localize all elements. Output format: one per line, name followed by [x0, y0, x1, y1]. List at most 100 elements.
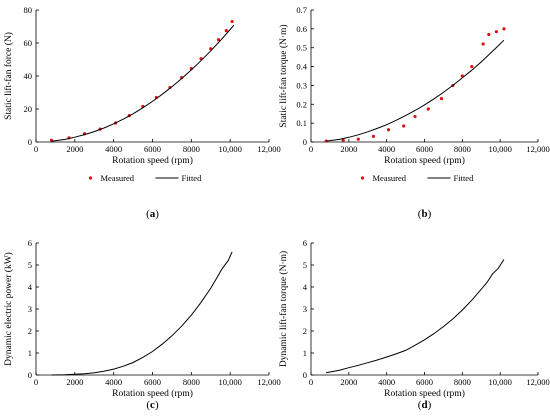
data-point — [386, 128, 391, 132]
chart-panel-1: 0 2000 4000 6000 8000 10,000 12,000 0 20 40 60 80 Ro… — [3, 5, 281, 220]
y-tick-label: 0.5 — [296, 43, 307, 53]
panel-label-open: ( — [418, 208, 422, 220]
x-tick-label: 4000 — [105, 377, 122, 387]
y-tick-label: 6 — [303, 238, 307, 248]
x-tick-label: 2000 — [340, 144, 357, 154]
x-tick-label: 10,000 — [488, 377, 511, 387]
y-tick-label: 0.1 — [296, 118, 307, 128]
panel-label-close: ) — [155, 208, 159, 220]
y-tick-label: 5 — [28, 260, 32, 270]
y-tick-label: 2 — [28, 326, 32, 336]
series-line — [51, 24, 235, 142]
x-tick-label: 8000 — [454, 377, 471, 387]
chart-panel-2: 0 2000 4000 6000 8000 10,000 12,000 0 0.1 0.2 0.3 0… — [278, 5, 550, 220]
y-tick-label: 1 — [28, 348, 32, 358]
y-tick-label: 0 — [28, 137, 32, 147]
y-axis-label: Dynamic electric power (kW) — [3, 252, 14, 366]
x-tick-label: 8000 — [183, 377, 200, 387]
panel-label: (d) — [418, 399, 432, 411]
panel-label-open: ( — [146, 399, 150, 411]
x-axis-label: Rotation speed (rpm) — [384, 155, 465, 166]
y-tick-label: 40 — [24, 71, 33, 81]
data-point — [426, 107, 430, 111]
data-point — [371, 134, 376, 138]
x-tick-label: 0 — [34, 144, 38, 154]
x-tick-label: 4000 — [378, 377, 395, 387]
x-tick-label: 6000 — [416, 377, 433, 387]
x-tick-label: 0 — [34, 377, 38, 387]
x-axis-label: Rotation speed (rpm) — [112, 388, 193, 399]
x-tick-label: 12,000 — [526, 144, 549, 154]
x-axis-label: Rotation speed (rpm) — [384, 388, 465, 399]
y-tick-label: 60 — [24, 38, 33, 48]
y-tick-label: 0.6 — [296, 24, 307, 34]
x-tick-label: 12,000 — [257, 144, 280, 154]
legend-label-fitted: Fitted — [454, 173, 475, 183]
data-point — [439, 97, 444, 101]
y-tick-label: 0 — [28, 370, 32, 380]
y-tick-label: 20 — [24, 104, 33, 114]
panel-label-close: ) — [428, 208, 432, 220]
data-point — [413, 114, 417, 119]
data-point — [402, 124, 406, 128]
x-tick-label: 10,000 — [488, 144, 511, 154]
x-tick-label: 10,000 — [218, 377, 241, 387]
panel-label: (c) — [146, 399, 159, 411]
data-point — [356, 137, 360, 141]
y-tick-label: 2 — [303, 326, 307, 336]
data-point — [494, 30, 498, 34]
data-point — [502, 27, 506, 31]
chart-panel-3: 0 2000 4000 6000 8000 10,000 12,000 0 1 2 3 4 5 6 Rota… — [3, 238, 281, 411]
chart-panel-4: 0 2000 4000 6000 8000 10,000 12,000 0 1 2 3 4 5 6 Rota… — [278, 238, 550, 411]
panel-label-letter: d — [421, 399, 427, 411]
series-line — [326, 39, 505, 142]
legend-label-measured: Measured — [101, 173, 135, 183]
x-tick-label: 12,000 — [257, 377, 280, 387]
legend-label-measured: Measured — [373, 173, 407, 183]
x-tick-label: 2000 — [66, 377, 83, 387]
series-line — [326, 259, 505, 374]
x-tick-label: 0 — [309, 144, 313, 154]
x-tick-label: 6000 — [144, 377, 161, 387]
x-tick-label: 4000 — [378, 144, 395, 154]
x-tick-label: 6000 — [144, 144, 161, 154]
y-tick-label: 6 — [28, 238, 32, 248]
y-axis-label: Static lift-fan torque (N·m) — [278, 24, 289, 127]
x-tick-label: 10,000 — [218, 144, 241, 154]
panel-label: (b) — [418, 208, 432, 220]
y-tick-label: 0 — [303, 370, 307, 380]
panel-label-close: ) — [428, 399, 432, 411]
data-point — [487, 32, 491, 37]
legend: Measured Fitted — [88, 173, 202, 183]
x-tick-label: 4000 — [105, 144, 122, 154]
x-axis-label: Rotation speed (rpm) — [112, 155, 193, 166]
x-tick-label: 0 — [309, 377, 313, 387]
x-tick-label: 2000 — [340, 377, 357, 387]
y-tick-label: 0.7 — [296, 5, 307, 15]
y-tick-label: 3 — [303, 304, 307, 314]
panel-label-close: ) — [155, 399, 159, 411]
panel-label-letter: b — [421, 208, 427, 220]
y-tick-label: 1 — [303, 348, 307, 358]
legend: Measured Fitted — [360, 173, 475, 183]
y-tick-label: 3 — [28, 304, 32, 314]
data-point — [230, 19, 234, 24]
y-axis-label: Static lift-fan force (N) — [3, 32, 14, 120]
legend-marker-measured — [88, 176, 93, 180]
panel-label-letter: c — [150, 399, 155, 411]
x-tick-label: 12,000 — [526, 377, 549, 387]
y-tick-label: 0.3 — [296, 80, 307, 90]
y-tick-label: 5 — [303, 260, 307, 270]
legend-marker-measured — [360, 176, 365, 180]
y-tick-label: 80 — [24, 5, 33, 15]
x-tick-label: 2000 — [66, 144, 83, 154]
data-point — [470, 64, 474, 69]
y-tick-label: 0.2 — [296, 99, 307, 109]
x-tick-label: 8000 — [454, 144, 471, 154]
data-point — [481, 42, 485, 46]
y-axis-label: Dynamic lift-fan torque (N·m) — [278, 251, 289, 367]
panel-label-open: ( — [146, 208, 150, 220]
x-tick-label: 8000 — [183, 144, 200, 154]
panel-label-open: ( — [418, 399, 422, 411]
